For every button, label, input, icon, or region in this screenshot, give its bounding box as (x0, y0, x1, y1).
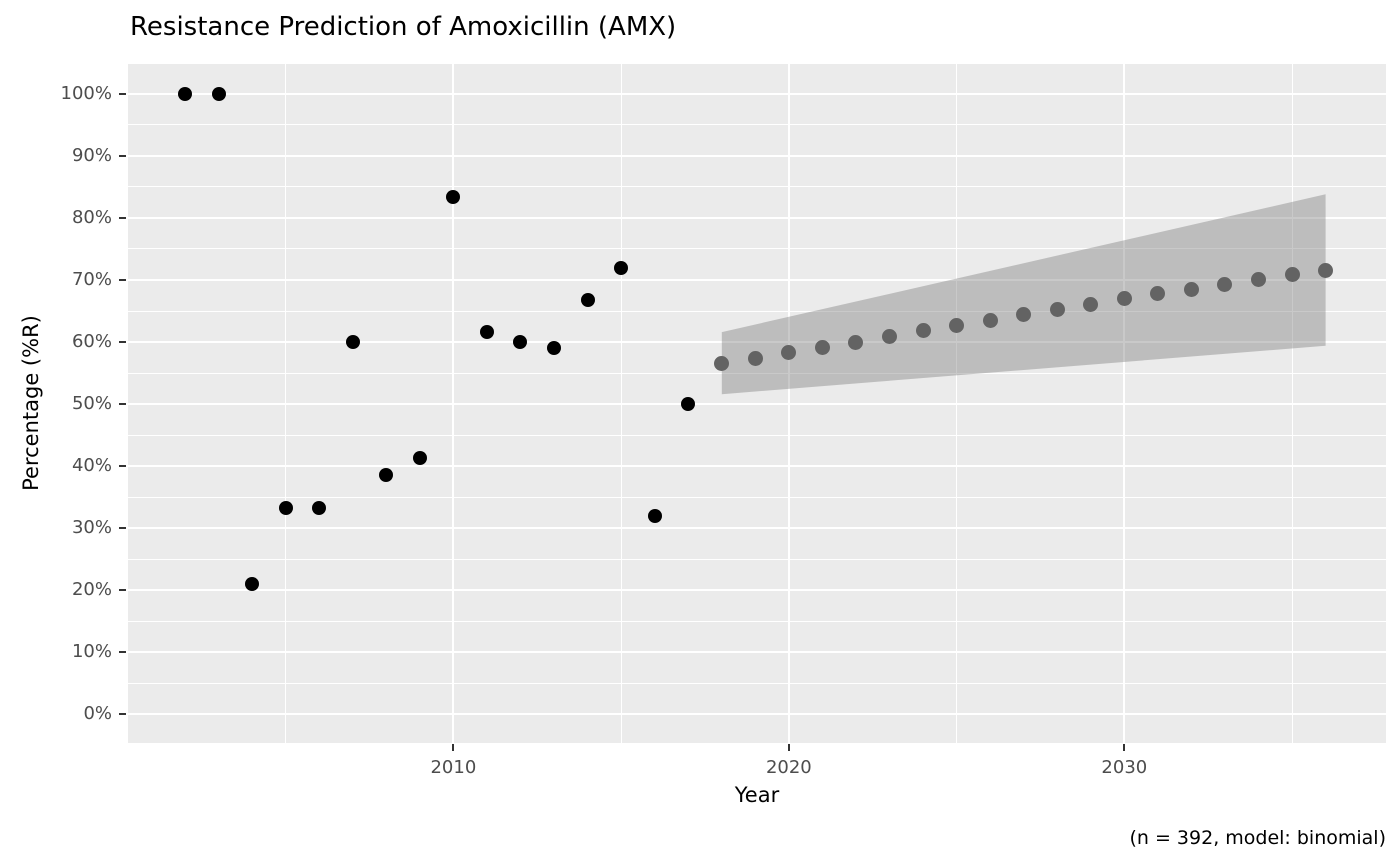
major-gridline-y (128, 589, 1386, 592)
y-tick-mark (119, 651, 126, 654)
data-point-predicted (1049, 302, 1065, 318)
data-point-observed (312, 500, 327, 515)
major-gridline-y (128, 92, 1386, 95)
data-point-observed (245, 577, 260, 592)
y-tick-mark (119, 216, 126, 219)
minor-gridline-y (128, 682, 1386, 684)
y-tick-mark (119, 278, 126, 281)
y-tick-label: 90% (71, 144, 112, 166)
data-point-predicted (1183, 281, 1199, 297)
data-point-predicted (1016, 307, 1032, 323)
major-gridline-y (128, 465, 1386, 468)
x-tick-label: 2010 (430, 757, 477, 778)
x-tick-mark (452, 744, 455, 751)
y-tick-label: 60% (71, 331, 112, 353)
data-point-observed (345, 335, 360, 350)
y-tick-label: 40% (71, 455, 112, 477)
data-point-observed (178, 86, 193, 101)
y-tick-label: 10% (71, 641, 112, 663)
x-tick-mark (1123, 744, 1126, 751)
data-point-observed (647, 508, 662, 523)
data-point-predicted (1217, 276, 1233, 292)
data-point-predicted (781, 345, 797, 361)
major-gridline-x (1123, 64, 1126, 743)
data-point-observed (412, 451, 427, 466)
x-tick-mark (787, 744, 790, 751)
chart-title: Resistance Prediction of Amoxicillin (AM… (130, 12, 677, 42)
major-gridline-y (128, 651, 1386, 654)
minor-gridline-y (128, 434, 1386, 436)
y-tick-label: 50% (71, 393, 112, 415)
y-tick-mark (119, 341, 126, 344)
major-gridline-x (452, 64, 455, 743)
major-gridline-y (128, 403, 1386, 406)
data-point-predicted (848, 334, 864, 350)
data-point-observed (278, 500, 293, 515)
y-tick-mark (119, 527, 126, 530)
major-gridline-y (128, 278, 1386, 281)
y-tick-mark (119, 589, 126, 592)
major-gridline-y (128, 527, 1386, 530)
minor-gridline-y (128, 558, 1386, 560)
minor-gridline-y (128, 124, 1386, 126)
major-gridline-y (128, 713, 1386, 716)
y-tick-mark (119, 92, 126, 95)
y-tick-label: 0% (83, 703, 112, 725)
data-point-predicted (882, 328, 897, 344)
minor-gridline-y (128, 248, 1386, 250)
data-point-observed (513, 335, 528, 350)
major-gridline-y (128, 154, 1386, 157)
data-point-observed (379, 468, 394, 483)
major-gridline-x (787, 64, 790, 743)
data-point-observed (479, 324, 494, 339)
minor-gridline-y (128, 620, 1386, 622)
y-tick-mark (119, 154, 126, 157)
data-point-predicted (814, 339, 830, 355)
data-point-predicted (949, 318, 965, 334)
minor-gridline-y (128, 186, 1386, 188)
data-point-predicted (747, 350, 763, 366)
y-tick-mark (119, 465, 126, 468)
y-tick-mark (119, 403, 126, 406)
data-point-predicted (714, 356, 730, 372)
data-point-predicted (1116, 291, 1132, 307)
data-point-observed (681, 397, 696, 412)
data-point-predicted (982, 312, 998, 328)
y-tick-label: 20% (71, 579, 112, 601)
confidence-ribbon (721, 194, 1326, 395)
data-point-predicted (1284, 266, 1300, 282)
minor-gridline-y (128, 310, 1386, 312)
data-point-predicted (1150, 286, 1166, 302)
x-tick-label: 2030 (1101, 757, 1148, 778)
major-gridline-y (128, 216, 1386, 219)
y-tick-label: 30% (71, 517, 112, 539)
data-point-observed (580, 293, 595, 308)
y-tick-label: 70% (71, 268, 112, 290)
data-point-predicted (915, 323, 931, 339)
x-tick-label: 2020 (765, 757, 812, 778)
data-point-observed (614, 260, 629, 275)
data-point-observed (211, 86, 226, 101)
data-point-predicted (1251, 271, 1267, 287)
minor-gridline-y (128, 372, 1386, 374)
data-point-predicted (1083, 296, 1099, 312)
major-gridline-y (128, 341, 1386, 344)
y-tick-label: 100% (60, 82, 112, 104)
data-point-predicted (1318, 262, 1334, 278)
y-tick-label: 80% (71, 206, 112, 228)
plot-panel (128, 64, 1386, 743)
data-point-observed (446, 190, 461, 205)
data-point-observed (547, 341, 562, 356)
y-tick-mark (119, 713, 126, 716)
chart-caption: (n = 392, model: binomial) (1129, 827, 1386, 849)
minor-gridline-y (128, 496, 1386, 498)
x-axis-title: Year (734, 783, 780, 807)
